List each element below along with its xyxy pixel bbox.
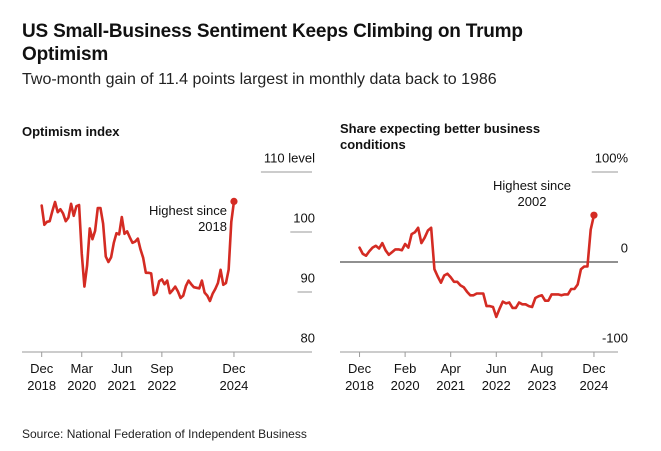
end-point: [230, 197, 238, 205]
y-tick-label: 90: [301, 270, 315, 285]
x-tick-label: Dec 2024: [579, 361, 609, 393]
x-tick-label: Mar 2020: [67, 361, 97, 393]
data-line: [40, 200, 236, 303]
end-point: [590, 211, 598, 219]
title: US Small-Business Sentiment Keeps Climbi…: [22, 21, 523, 65]
x-tick-label: Sep 2022: [147, 361, 177, 393]
y-tick-label: 0: [621, 240, 628, 255]
annotation: Highest since 2018: [148, 203, 227, 234]
y-tick-label: 100: [293, 210, 315, 225]
y-tick-label: 100%: [595, 150, 629, 165]
x-tick-label: Dec 2018: [345, 361, 374, 393]
data-line: [358, 213, 596, 319]
x-tick-label: Feb 2020: [390, 361, 420, 393]
x-tick-label: Aug 2023: [527, 361, 557, 393]
y-tick-label: 80: [301, 330, 315, 345]
x-tick-label: Apr 2021: [436, 361, 466, 393]
y-tick-label: 110 level: [264, 150, 315, 165]
x-tick-label: Jun 2022: [481, 361, 511, 393]
source: Source: National Federation of Independe…: [22, 427, 307, 441]
annotation: Highest since 2002: [492, 178, 572, 209]
subtitle: Two-month gain of 11.4 points largest in…: [22, 71, 497, 88]
y-tick-label: -100: [602, 330, 628, 345]
chart-title: Optimism index: [22, 124, 120, 139]
x-tick-label: Jun 2021: [107, 361, 137, 393]
x-tick-label: Dec 2018: [27, 361, 57, 393]
chart-title: Share expecting better business conditio…: [340, 121, 541, 152]
x-tick-label: Dec 2024: [219, 361, 249, 393]
